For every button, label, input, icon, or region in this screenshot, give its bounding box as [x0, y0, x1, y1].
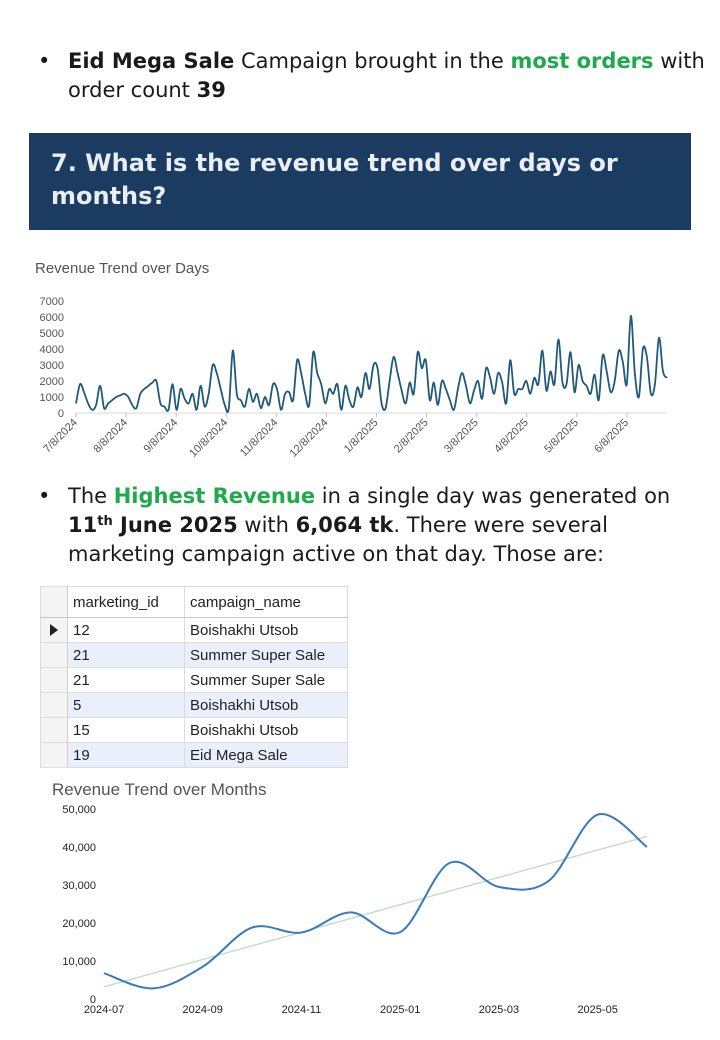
y-tick-label: 3000: [40, 360, 64, 372]
highlight-most-orders: most orders: [510, 49, 654, 73]
y-tick-label: 7000: [40, 296, 64, 308]
bullet-text: Eid Mega Sale Campaign brought in the mo…: [68, 47, 708, 105]
x-tick-label: 2025-05: [577, 1004, 617, 1016]
table-row[interactable]: 5 Boishakhi Utsob: [40, 692, 348, 718]
day-number: 11: [68, 513, 98, 537]
y-tick-label: 20,000: [62, 918, 96, 930]
bullet-dot: •: [38, 484, 51, 508]
cell-marketing-id[interactable]: 19: [67, 742, 185, 768]
days-chart-title: Revenue Trend over Days: [35, 260, 210, 277]
x-tick-label: 2024-07: [84, 1004, 124, 1016]
text-segment: The: [68, 484, 114, 508]
y-tick-label: 0: [58, 408, 64, 420]
cell-campaign-name[interactable]: Boishakhi Utsob: [184, 617, 348, 643]
x-tick-label: 2024-11: [282, 1004, 322, 1016]
column-header-campaign-name[interactable]: campaign_name: [184, 586, 348, 618]
cell-marketing-id[interactable]: 21: [67, 667, 185, 693]
text-segment: with: [237, 513, 296, 537]
highlight-day: 11th June 2025: [68, 513, 238, 537]
cell-campaign-name[interactable]: Summer Super Sale: [184, 667, 348, 693]
series-line: [75, 315, 668, 413]
y-tick-label: 10,000: [62, 956, 96, 968]
cell-campaign-name[interactable]: Boishakhi Utsob: [184, 692, 348, 718]
row-selector[interactable]: [40, 642, 68, 668]
months-revenue-chart: 0 10,000 20,000 30,000 40,000 50,000 2024-07 20…: [62, 804, 648, 1016]
cell-marketing-id[interactable]: 21: [67, 642, 185, 668]
section-heading: 7. What is the revenue trend over days o…: [51, 149, 618, 210]
table-row[interactable]: 21 Summer Super Sale: [40, 667, 348, 693]
months-chart-title: Revenue Trend over Months: [52, 780, 267, 799]
x-tick-label: 12/8/2024: [287, 417, 330, 460]
x-tick-label: 2025-01: [380, 1004, 420, 1016]
row-selector[interactable]: [40, 692, 68, 718]
campaigns-result-grid: marketing_id campaign_name 12 Boishakhi …: [40, 586, 348, 768]
campaign-name: Eid Mega Sale: [68, 49, 235, 73]
table-row[interactable]: 21 Summer Super Sale: [40, 642, 348, 668]
cell-campaign-name[interactable]: Boishakhi Utsob: [184, 717, 348, 743]
cell-campaign-name[interactable]: Summer Super Sale: [184, 642, 348, 668]
text-segment: Campaign brought in the: [234, 49, 511, 73]
revenue-amount: 6,064 tk: [295, 513, 394, 537]
x-tick-label: 7/8/2024: [41, 417, 80, 456]
x-tick-label: 1/8/2025: [342, 417, 381, 456]
table-row[interactable]: 15 Boishakhi Utsob: [40, 717, 348, 743]
cell-campaign-name[interactable]: Eid Mega Sale: [184, 742, 348, 768]
row-selector[interactable]: [40, 617, 68, 643]
trend-line: [103, 835, 648, 988]
table-row[interactable]: 12 Boishakhi Utsob: [40, 617, 348, 643]
y-tick-label: 50,000: [62, 804, 96, 816]
y-tick-label: 0: [90, 994, 96, 1006]
x-tick-label: 9/8/2024: [142, 417, 181, 456]
column-header-marketing-id[interactable]: marketing_id: [67, 586, 185, 618]
series-line: [103, 813, 648, 990]
text-segment: with order count: [68, 49, 705, 102]
y-tick-label: 5000: [40, 328, 64, 340]
cell-marketing-id[interactable]: 5: [67, 692, 185, 718]
day-suffix: th: [97, 514, 113, 529]
cell-marketing-id[interactable]: 12: [67, 617, 185, 643]
y-tick-label: 1000: [40, 392, 64, 404]
y-tick-label: 4000: [40, 344, 64, 356]
x-tick-label: 3/8/2025: [442, 417, 481, 456]
x-tick-label: 5/8/2025: [542, 417, 581, 456]
row-selector[interactable]: [40, 667, 68, 693]
y-tick-label: 30,000: [62, 880, 96, 892]
x-tick-label: 10/8/2024: [187, 417, 230, 460]
month-year: June 2025: [112, 513, 238, 537]
current-row-arrow-icon: [50, 624, 58, 636]
days-revenue-chart: 0 1000 2000 3000 4000 5000 6000 7000 7/8/2024 8/8…: [40, 296, 668, 460]
x-tick-label: 4/8/2025: [492, 417, 531, 456]
x-tick-label: 2024-09: [183, 1004, 223, 1016]
row-selector[interactable]: [40, 717, 68, 743]
text-segment: . There were several marketing campaign …: [68, 513, 608, 566]
cell-marketing-id[interactable]: 15: [67, 717, 185, 743]
order-count: 39: [196, 78, 226, 102]
highlight-highest-revenue: Highest Revenue: [113, 484, 316, 508]
x-tick-label: 2/8/2025: [392, 417, 431, 456]
bullet-text: The Highest Revenue in a single day was …: [68, 482, 718, 569]
y-tick-label: 6000: [40, 312, 64, 324]
grid-header-row: marketing_id campaign_name: [40, 586, 348, 618]
y-tick-label: 40,000: [62, 842, 96, 854]
x-tick-label: 8/8/2024: [91, 417, 130, 456]
row-selector[interactable]: [40, 742, 68, 768]
row-selector-header: [40, 586, 68, 618]
text-segment: in a single day was generated on: [315, 484, 671, 508]
bullet-dot: •: [38, 49, 51, 73]
table-row[interactable]: 19 Eid Mega Sale: [40, 742, 348, 768]
y-tick-label: 2000: [40, 376, 64, 388]
x-tick-label: 6/8/2025: [592, 417, 631, 456]
x-tick-label: 2025-03: [479, 1004, 519, 1016]
section-header-band: 7. What is the revenue trend over days o…: [29, 133, 691, 230]
x-tick-label: 11/8/2024: [238, 417, 281, 460]
